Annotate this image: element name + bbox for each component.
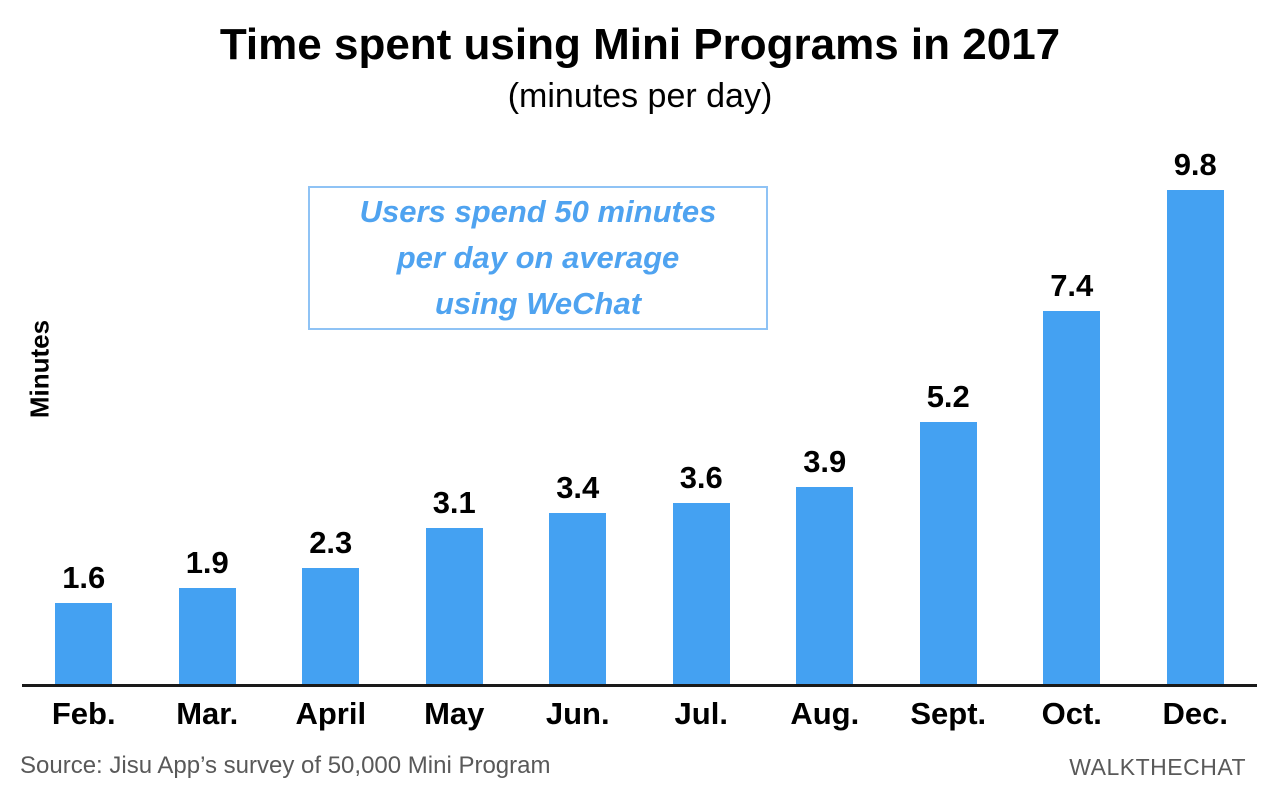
bar	[919, 422, 977, 684]
annotation-text: Users spend 50 minutes per day on averag…	[359, 194, 717, 321]
x-tick-label: Oct.	[1041, 696, 1102, 731]
x-tick-label: Jun.	[545, 696, 610, 731]
bar	[425, 528, 483, 684]
bar-group: 1.6	[22, 140, 146, 684]
bar	[302, 568, 360, 684]
bar	[55, 603, 113, 684]
bar-value-label: 1.9	[185, 545, 229, 580]
bar	[178, 588, 236, 684]
bar-value-label: 3.4	[556, 470, 600, 505]
chart-subtitle: (minutes per day)	[507, 77, 773, 115]
x-tick-label: Aug.	[790, 696, 860, 731]
x-axis-line	[22, 684, 1257, 687]
x-tick-label: Jul.	[674, 696, 728, 731]
footer-source: Source: Jisu App’s survey of 50,000 Mini…	[20, 752, 551, 779]
bar-group: 5.2	[887, 140, 1011, 684]
x-tick-label: May	[424, 696, 485, 731]
bar-value-label: 1.6	[62, 560, 106, 595]
bar-group: 3.9	[763, 140, 887, 684]
bars-container: 1.6 1.9 2.3 3.1 3.4 3.6 3.9 5.2 7.4 9.8	[22, 140, 1257, 684]
bar-group: 3.1	[393, 140, 517, 684]
bar-group: 3.4	[516, 140, 640, 684]
x-tick-label: Feb.	[51, 696, 116, 731]
bar-value-label: 3.1	[432, 485, 476, 520]
x-tick-label: Mar.	[176, 696, 239, 731]
bar	[1043, 311, 1101, 684]
bar-group: 3.6	[640, 140, 764, 684]
bar	[1166, 190, 1224, 684]
bar-value-label: 3.6	[679, 460, 723, 495]
chart-title: Time spent using Mini Programs in 2017	[219, 20, 1061, 69]
bar-value-label: 2.3	[309, 525, 353, 560]
bar-group: 2.3	[269, 140, 393, 684]
footer-brand: WALKTHECHAT	[1069, 754, 1246, 780]
bar	[672, 503, 730, 684]
x-tick-label: Sept.	[910, 696, 987, 731]
bar-group: 1.9	[146, 140, 270, 684]
x-tick-label: Dec.	[1162, 696, 1228, 731]
bar	[796, 487, 854, 684]
x-tick-label: April	[295, 696, 367, 731]
bar-value-label: 7.4	[1050, 268, 1094, 303]
bar-value-label: 3.9	[803, 444, 847, 479]
bar	[549, 513, 607, 684]
bar-value-label: 5.2	[926, 379, 970, 414]
bar-value-label: 9.8	[1173, 147, 1217, 182]
x-axis-labels: Feb. Mar. April May Jun. Jul. Aug. Sept. Oct. Dec…	[22, 696, 1257, 732]
bar-group: 9.8	[1134, 140, 1258, 684]
annotation-box: Users spend 50 minutes per day on averag…	[308, 186, 768, 330]
bar-group: 7.4	[1010, 140, 1134, 684]
